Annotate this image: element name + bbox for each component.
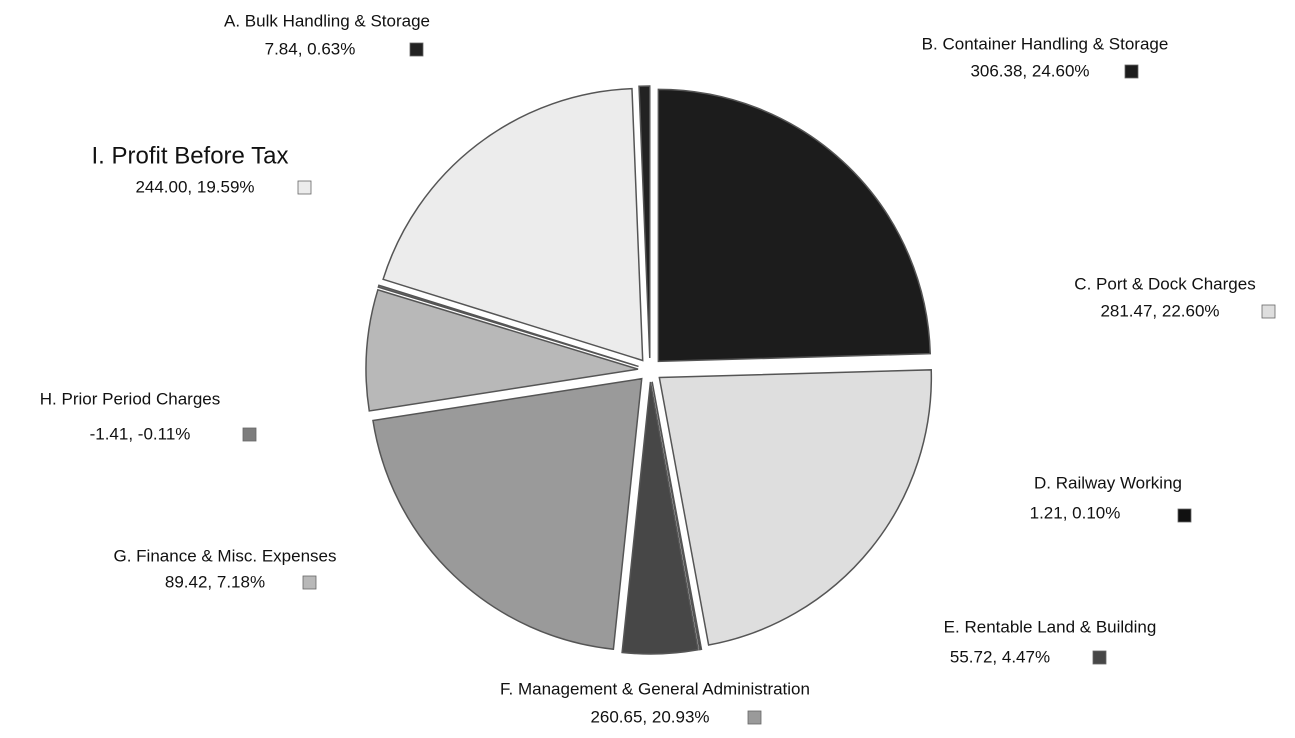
- slice-label: A. Bulk Handling & Storage: [224, 11, 430, 30]
- slice-label: E. Rentable Land & Building: [944, 617, 1157, 636]
- slice-label: G. Finance & Misc. Expenses: [114, 546, 337, 565]
- legend-swatch: [302, 575, 317, 590]
- pie-slice: [377, 284, 639, 368]
- pie-slice: [621, 381, 699, 655]
- value-label: 89.42, 7.18%: [165, 572, 265, 591]
- pie-slice: [372, 377, 643, 651]
- slice-label: B. Container Handling & Storage: [922, 34, 1169, 53]
- legend-swatch: [297, 180, 312, 195]
- slice-label: D. Railway Working: [1034, 473, 1182, 492]
- pie-slice: [657, 88, 932, 363]
- slice-label: H. Prior Period Charges: [40, 389, 220, 408]
- legend-swatch: [1261, 304, 1276, 319]
- value-label: -1.41, -0.11%: [90, 424, 191, 443]
- value-label: 55.72, 4.47%: [950, 647, 1050, 666]
- slice-label: F. Management & General Administration: [500, 679, 810, 698]
- legend-swatch: [242, 427, 257, 442]
- value-label: 281.47, 22.60%: [1100, 301, 1219, 320]
- slice-label: C. Port & Dock Charges: [1074, 274, 1255, 293]
- value-label: 1.21, 0.10%: [1030, 503, 1121, 522]
- pie-slice: [638, 85, 651, 359]
- legend-swatch: [1124, 64, 1139, 79]
- legend-swatch: [409, 42, 424, 57]
- slice-label: I. Profit Before Tax: [92, 142, 289, 169]
- legend-swatch: [1092, 650, 1107, 665]
- legend-swatch: [747, 710, 762, 725]
- legend-swatch: [1177, 508, 1192, 523]
- value-label: 306.38, 24.60%: [970, 61, 1089, 80]
- pie-slice: [651, 381, 703, 651]
- pie-slice: [658, 369, 933, 646]
- value-label: 244.00, 19.59%: [135, 177, 254, 196]
- pie-slice: [365, 288, 639, 412]
- value-label: 260.65, 20.93%: [590, 707, 709, 726]
- value-label: 7.84, 0.63%: [265, 39, 356, 58]
- pie-slice: [382, 87, 644, 362]
